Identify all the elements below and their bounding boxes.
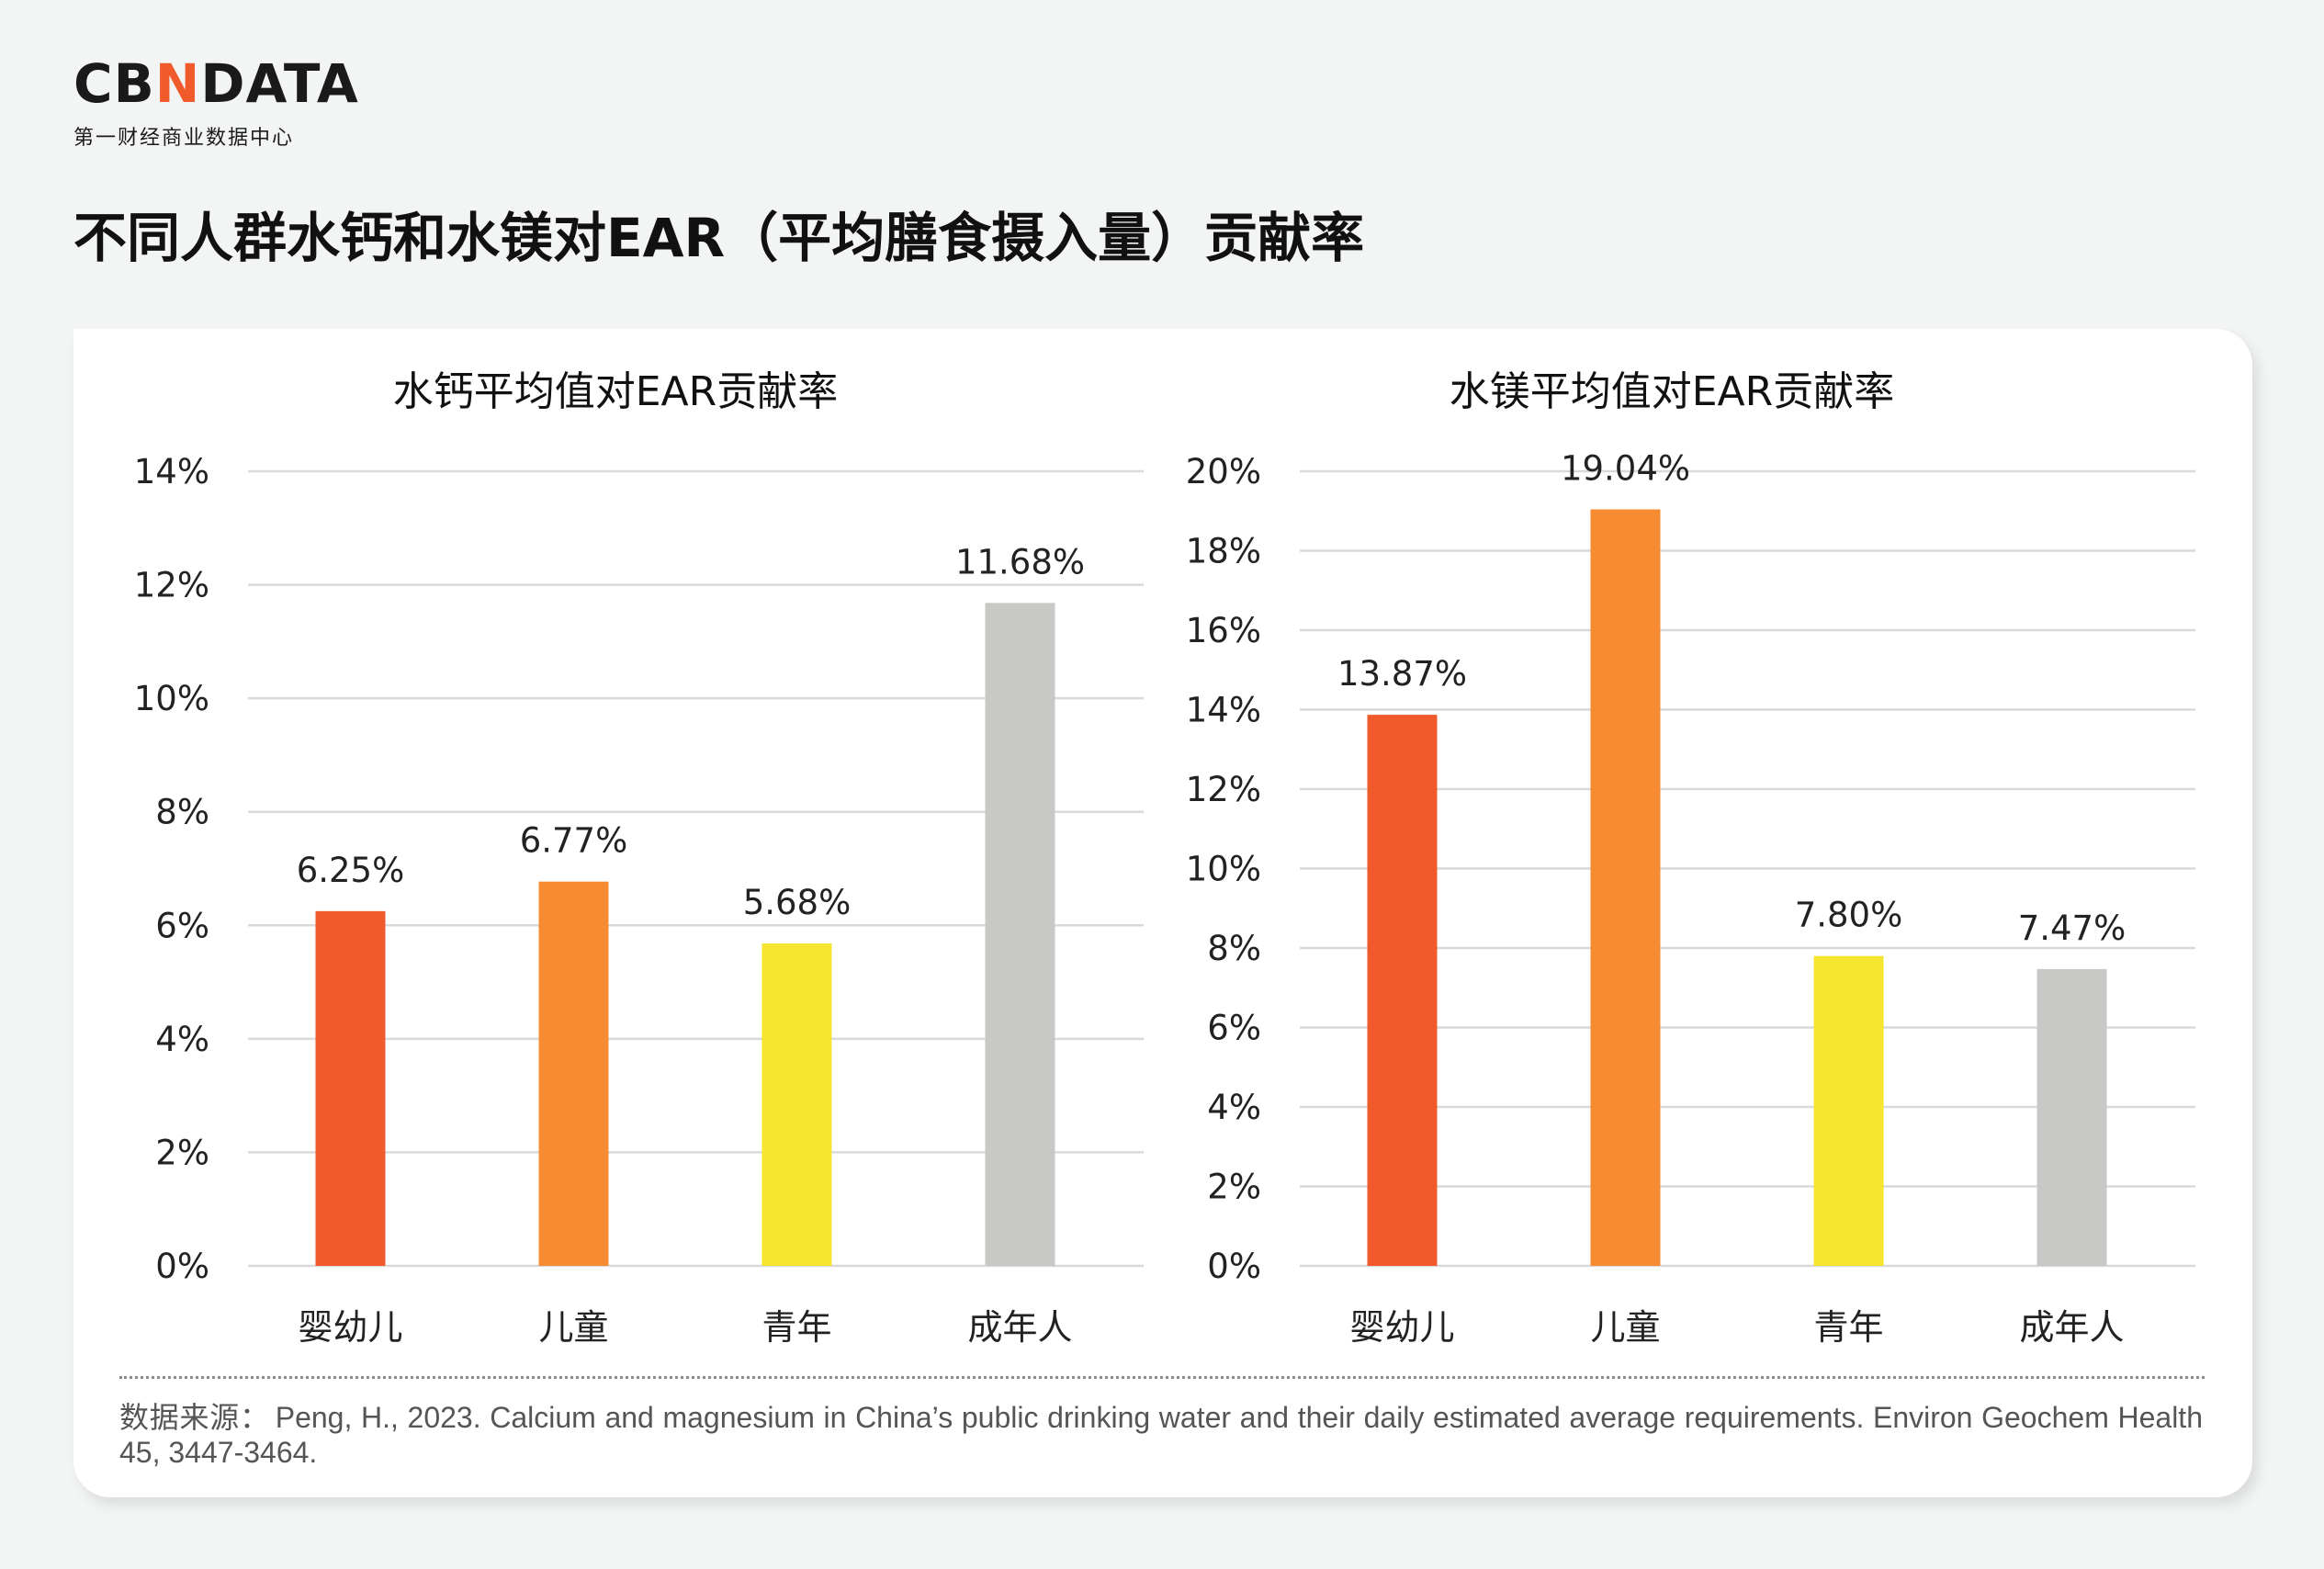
brand-logo: CBNDATA 第一财经商业数据中心 [73,57,359,151]
data-label: 6.77% [520,821,628,861]
y-tick-label: 0% [1207,1247,1261,1286]
y-tick-label: 6% [155,906,209,945]
logo-mark: N [154,52,201,115]
bar [762,943,832,1266]
bar [538,881,609,1266]
data-label: 11.68% [955,542,1085,581]
y-tick-label: 16% [1186,611,1261,650]
chart-card: 水钙平均值对EAR贡献率 0% 2% 4% 6% 8% 10% 12% 14% 6.25% 婴幼儿… [73,329,2252,1497]
page-title: 不同人群水钙和水镁对EAR（平均膳食摄入量）贡献率 [73,207,1365,269]
magnesium-chart-plot: 0% 2% 4% 6% 8% 10% 12% 14% 16% 18% 20% 13.87% 婴幼儿 19.… [1186,449,2195,1348]
source-text: Peng, H., 2023. Calcium and magnesium in… [119,1401,2203,1469]
chart-title: 水钙平均值对EAR贡献率 [392,368,839,415]
x-tick-label: 成年人 [2019,1307,2124,1348]
data-label: 13.87% [1337,654,1467,694]
x-tick-label: 青年 [1813,1307,1883,1348]
x-tick-label: 青年 [762,1307,831,1348]
y-tick-label: 12% [134,566,209,605]
y-tick-label: 2% [1207,1168,1261,1207]
bar [985,603,1055,1266]
y-tick-label: 2% [155,1133,209,1172]
y-tick-label: 10% [134,679,209,718]
logo-suffix: DATA [200,52,359,115]
bar [1590,509,1661,1266]
source-divider [119,1376,2205,1379]
data-label: 7.47% [2018,909,2127,948]
y-tick-label: 8% [1207,929,1261,968]
calcium-chart-plot: 0% 2% 4% 6% 8% 10% 12% 14% 6.25% 婴幼儿 6.77% 儿童 5.68% 青… [134,452,1144,1348]
y-tick-label: 14% [1186,691,1261,730]
y-tick-label: 8% [155,793,209,832]
y-tick-label: 0% [155,1247,209,1286]
data-source: 数据来源： Peng, H., 2023. Calcium and magnesi… [119,1400,2203,1470]
x-tick-label: 婴幼儿 [298,1307,402,1348]
y-tick-label: 20% [1186,452,1261,491]
x-tick-label: 儿童 [538,1307,608,1348]
x-tick-label: 成年人 [967,1307,1072,1348]
data-label: 7.80% [1795,896,1903,935]
x-tick-label: 婴幼儿 [1349,1307,1454,1348]
logo-prefix: CB [73,52,155,115]
data-label: 5.68% [743,883,852,922]
bar [1813,955,1884,1266]
data-label: 19.04% [1561,449,1690,489]
bar [2036,968,2107,1266]
x-tick-label: 儿童 [1590,1307,1660,1348]
y-tick-label: 10% [1186,850,1261,889]
y-tick-label: 14% [134,452,209,491]
chart-title: 水镁平均值对EAR贡献率 [1449,368,1895,415]
source-label: 数据来源： [119,1401,270,1434]
y-tick-label: 4% [1207,1088,1261,1127]
bar [315,910,386,1266]
y-tick-label: 6% [1207,1009,1261,1048]
bar [1367,715,1438,1266]
logo-subtitle: 第一财经商业数据中心 [73,127,295,150]
logo-wordmark: CBNDATA [73,57,359,110]
y-tick-label: 18% [1186,532,1261,571]
data-label: 6.25% [297,851,405,890]
y-tick-label: 12% [1186,770,1261,809]
y-tick-label: 4% [155,1020,209,1059]
